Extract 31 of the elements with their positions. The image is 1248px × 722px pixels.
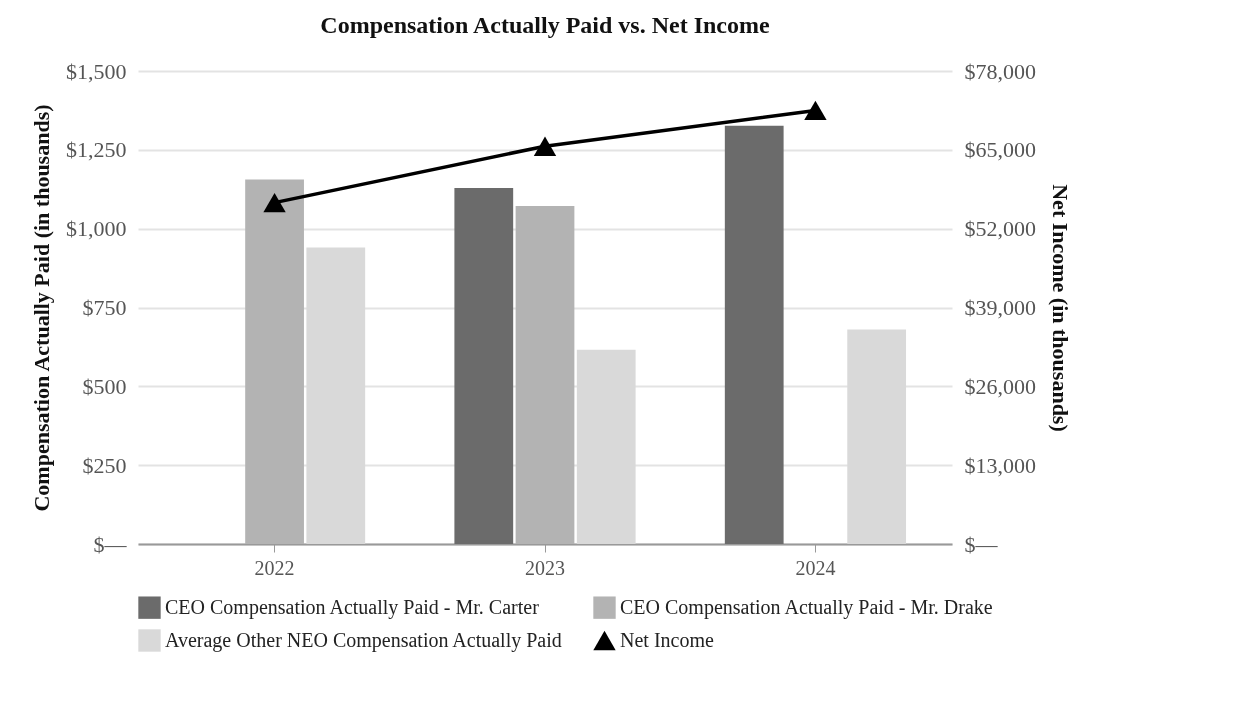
y2-axis-title: Net Income (in thousands) [1048,184,1073,432]
x-tick-label: 2023 [525,556,565,579]
bar [245,179,304,544]
legend-label: Net Income [620,628,714,651]
chart-title: Compensation Actually Paid vs. Net Income [320,12,771,38]
y2-tick-label: $52,000 [964,216,1036,242]
x-tick-label: 2024 [795,556,836,579]
y2-tick-label: $26,000 [964,373,1036,399]
point [804,100,827,121]
point [263,192,286,213]
y2-tick-label: $78,000 [964,58,1036,84]
y2-tick-label: $13,000 [964,452,1036,478]
y-axis-title: Compensation Actually Paid (in thousands) [29,104,54,512]
y-tick-label: $1,000 [66,216,127,242]
y-tick-label: $1,500 [66,58,127,84]
y-tick-label: $750 [82,295,127,320]
legend-label: Average Other NEO Compensation Actually Paid [165,628,562,652]
y-tick-label: $500 [82,373,127,399]
y2-tick-label: $39,000 [964,295,1036,320]
x-tick-label: 2022 [254,556,295,579]
y2-tick-label: $65,000 [964,137,1036,163]
bar [454,187,514,544]
legend-label: CEO Compensation Actually Paid - Mr. Carter [165,595,540,619]
y-tick-label: $1,250 [66,137,127,163]
y-tick-label: $250 [82,452,127,478]
legend-label: CEO Compensation Actually Paid - Mr. Drake [620,595,993,619]
y-tick-label: $— [93,531,128,557]
bar [515,205,575,544]
bar [724,125,784,544]
point [533,136,557,156]
y2-tick-label: $— [964,531,999,557]
